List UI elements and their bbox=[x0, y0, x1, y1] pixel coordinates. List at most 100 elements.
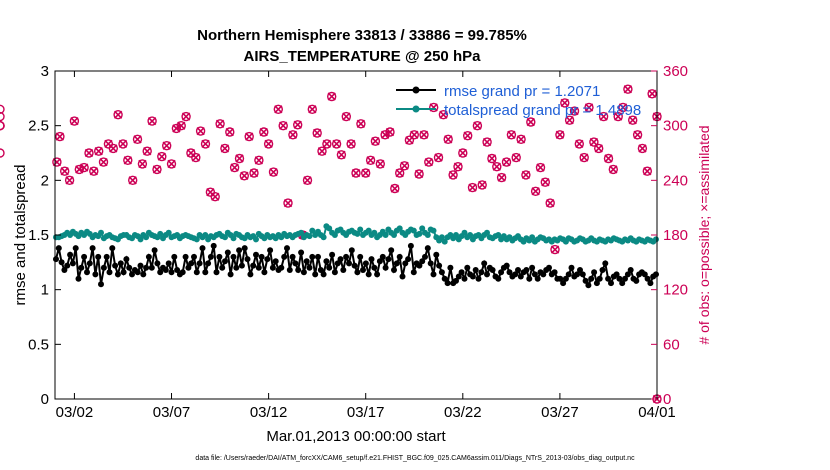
obs-possible-marker bbox=[346, 139, 356, 149]
rmse-point bbox=[613, 271, 620, 278]
rmse-point bbox=[523, 267, 530, 273]
obs-possible-marker bbox=[608, 164, 618, 175]
obs-possible-marker bbox=[229, 162, 240, 173]
obs-possible-marker bbox=[152, 164, 162, 175]
rmse-point bbox=[81, 253, 88, 260]
totalspread-point bbox=[253, 236, 259, 243]
rmse-point bbox=[222, 258, 228, 265]
obs-possible-marker bbox=[589, 137, 599, 147]
obs-possible-marker bbox=[0, 104, 5, 114]
obs-possible-marker bbox=[0, 121, 5, 131]
obs-assimilated-marker bbox=[623, 85, 633, 94]
rmse-point bbox=[402, 260, 409, 267]
obs-possible-marker bbox=[390, 183, 400, 194]
obs-assimilated-marker bbox=[468, 183, 477, 192]
rmse-point bbox=[557, 275, 564, 282]
rmse-point bbox=[191, 253, 197, 260]
obs-assimilated-marker bbox=[570, 106, 579, 116]
obs-possible-marker bbox=[506, 130, 517, 140]
rmse-point bbox=[323, 258, 330, 265]
rmse-point bbox=[255, 264, 262, 271]
rmse-point bbox=[317, 267, 324, 273]
rmse-point bbox=[84, 269, 90, 276]
rmse-point bbox=[365, 271, 372, 278]
rmse-point bbox=[267, 247, 274, 254]
obs-assimilated-marker bbox=[351, 168, 361, 178]
rmse-point bbox=[562, 275, 569, 282]
rmse-point bbox=[137, 262, 144, 269]
totalspread-point bbox=[467, 232, 474, 238]
obs-possible-marker bbox=[375, 159, 385, 169]
obs-assimilated-marker bbox=[342, 112, 351, 121]
obs-possible-marker bbox=[64, 175, 75, 186]
rmse-point bbox=[247, 271, 254, 278]
rmse-point bbox=[453, 277, 459, 284]
totalspread-point bbox=[143, 234, 150, 241]
rmse-point bbox=[188, 260, 195, 267]
rmse-point bbox=[162, 267, 169, 273]
obs-possible-marker bbox=[341, 111, 351, 122]
obs-assimilated-marker bbox=[536, 163, 545, 172]
obs-possible-marker bbox=[429, 102, 439, 113]
obs-assimilated-marker bbox=[118, 139, 128, 149]
rmse-point bbox=[385, 256, 392, 263]
rmse-point bbox=[627, 267, 634, 273]
obs-possible-marker bbox=[550, 244, 560, 255]
obs-possible-marker bbox=[414, 169, 424, 179]
rmse-point bbox=[585, 282, 592, 289]
rmse-point bbox=[272, 258, 279, 265]
totalspread-point bbox=[309, 227, 316, 234]
rmse-point bbox=[427, 260, 434, 267]
totalspread-point bbox=[438, 234, 445, 241]
obs-assimilated-marker bbox=[380, 130, 390, 139]
rmse-point bbox=[55, 245, 62, 252]
rmse-point bbox=[306, 264, 313, 271]
obs-assimilated-marker bbox=[414, 169, 424, 179]
rmse-point bbox=[295, 267, 302, 273]
rmse-point bbox=[647, 280, 654, 287]
rmse-point bbox=[151, 247, 158, 254]
obs-possible-marker bbox=[283, 198, 293, 208]
obs-possible-marker bbox=[244, 131, 254, 142]
rmse-point bbox=[75, 275, 82, 282]
totalspread-point bbox=[495, 232, 502, 238]
rmse-point bbox=[284, 245, 290, 252]
obs-possible-marker bbox=[370, 136, 381, 146]
rmse-point bbox=[114, 271, 121, 278]
rmse-point bbox=[53, 256, 59, 263]
obs-possible-marker bbox=[419, 130, 429, 140]
obs-assimilated-marker bbox=[531, 187, 540, 196]
legend-totalspread-marker bbox=[412, 105, 420, 113]
obs-assimilated-marker bbox=[647, 89, 657, 98]
y-axis-right-label: # of obs: o=possible; ×=assimilated bbox=[696, 125, 712, 344]
obs-possible-marker bbox=[259, 127, 269, 137]
rmse-point bbox=[540, 271, 547, 278]
rmse-point bbox=[112, 262, 119, 269]
obs-assimilated-marker bbox=[70, 116, 79, 126]
obs-possible-marker bbox=[472, 120, 483, 131]
obs-assimilated-marker bbox=[419, 130, 429, 139]
rmse-point bbox=[391, 267, 397, 273]
obs-assimilated-marker bbox=[541, 177, 550, 187]
rmse-point bbox=[238, 262, 245, 269]
obs-possible-marker bbox=[380, 130, 390, 140]
rmse-point bbox=[145, 253, 152, 260]
obs-assimilated-marker bbox=[390, 184, 400, 193]
rmse-point bbox=[495, 275, 502, 282]
y-right-tick-label: 60 bbox=[663, 336, 680, 353]
obs-assimilated-marker bbox=[79, 163, 89, 172]
rmse-point bbox=[475, 275, 482, 282]
obs-assimilated-marker bbox=[109, 144, 118, 153]
obs-possible-marker bbox=[181, 111, 191, 122]
rmse-point bbox=[253, 251, 259, 258]
obs-assimilated-marker bbox=[609, 165, 618, 174]
rmse-point bbox=[464, 264, 471, 271]
rmse-point bbox=[106, 269, 113, 276]
obs-assimilated-marker bbox=[99, 157, 108, 167]
obs-possible-marker bbox=[463, 130, 473, 141]
obs-assimilated-marker bbox=[366, 156, 375, 165]
obs-assimilated-marker bbox=[211, 192, 220, 201]
obs-possible-marker bbox=[327, 91, 337, 102]
y-right-tick-label: 0 bbox=[663, 391, 671, 408]
obs-assimilated-marker bbox=[444, 135, 453, 144]
